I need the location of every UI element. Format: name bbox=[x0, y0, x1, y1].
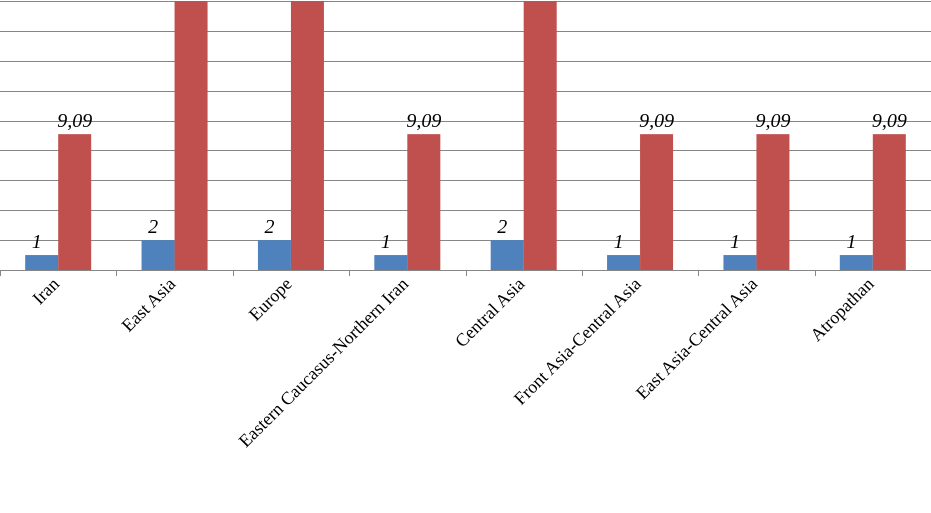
data-label: 2 bbox=[264, 216, 274, 238]
category-label: Front Asia-Central Asia bbox=[510, 274, 645, 409]
category-label: East Asia bbox=[118, 274, 180, 336]
bar bbox=[174, 1, 208, 270]
category-label: Atropathan bbox=[806, 274, 877, 345]
data-labels: 1 9,09 2 2 1 9,09 2 1 9,09 1 9,09 1 9,09 bbox=[32, 110, 907, 253]
bar bbox=[290, 1, 324, 270]
data-label: 2 bbox=[148, 216, 158, 238]
data-label: 1 bbox=[614, 231, 624, 253]
bar bbox=[25, 255, 59, 270]
data-label: 2 bbox=[497, 216, 507, 238]
category-label: East Asia-Central Asia bbox=[632, 274, 761, 403]
category-label: Europe bbox=[245, 274, 296, 325]
data-label: 9,09 bbox=[406, 110, 441, 132]
data-label: 1 bbox=[730, 231, 740, 253]
bar bbox=[257, 240, 291, 270]
category-label: Iran bbox=[28, 274, 63, 309]
category-label: Central Asia bbox=[451, 274, 528, 351]
bar bbox=[640, 134, 674, 270]
data-label: 9,09 bbox=[639, 110, 674, 132]
gridlines bbox=[0, 1, 931, 241]
data-label: 9,09 bbox=[755, 110, 790, 132]
bar bbox=[58, 134, 92, 270]
bar bbox=[523, 1, 557, 270]
bar bbox=[607, 255, 641, 270]
data-label: 1 bbox=[846, 231, 856, 253]
bar bbox=[756, 134, 790, 270]
data-label: 1 bbox=[381, 231, 391, 253]
bars bbox=[25, 1, 906, 270]
bar bbox=[407, 134, 441, 270]
data-label: 9,09 bbox=[872, 110, 907, 132]
bar bbox=[490, 240, 524, 270]
bar bbox=[723, 255, 757, 270]
bar bbox=[141, 240, 175, 270]
data-label: 1 bbox=[32, 231, 42, 253]
bar bbox=[872, 134, 906, 270]
bar bbox=[839, 255, 873, 270]
data-label: 9,09 bbox=[57, 110, 92, 132]
bar bbox=[374, 255, 408, 270]
